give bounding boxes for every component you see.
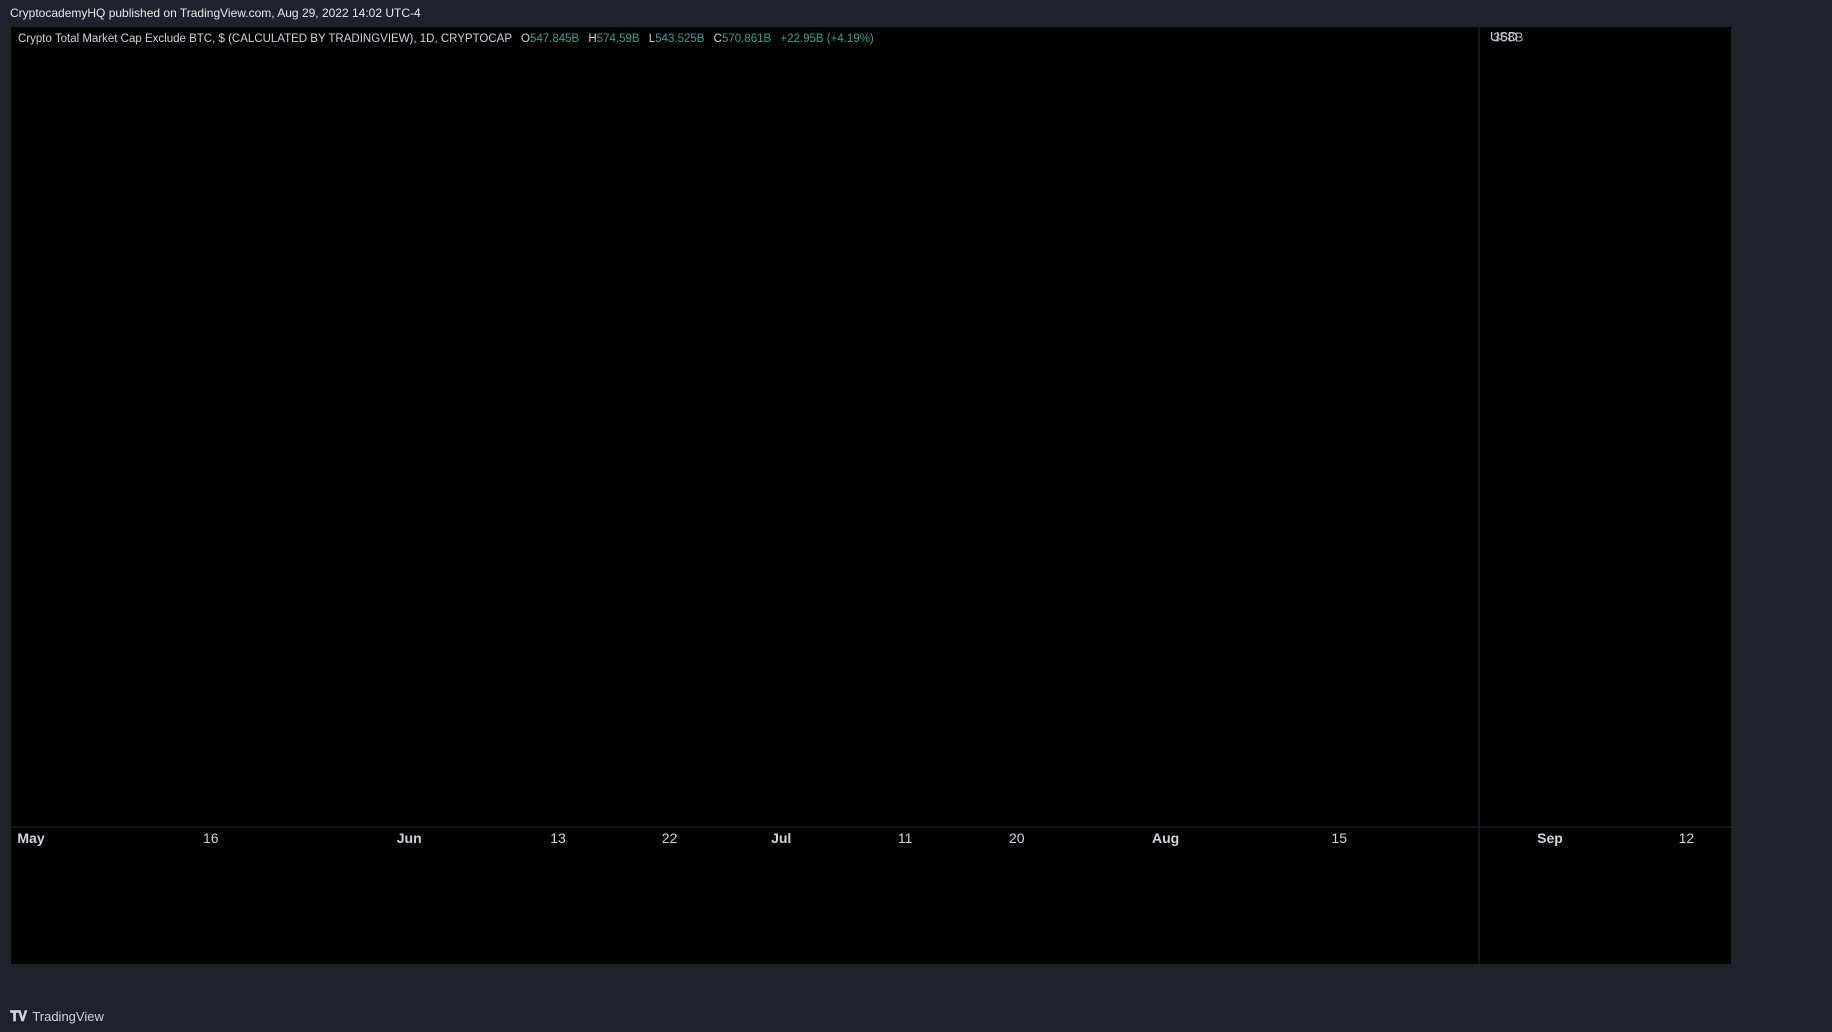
legend-change: +22.95B (+4.19%) <box>780 33 874 45</box>
time-tick-label: Jun <box>397 830 422 846</box>
time-tick-label: May <box>17 830 44 846</box>
legend-open-value: 547.845B <box>529 33 580 45</box>
price-chart[interactable]: USD850B800B760B720B680B640B600B530B500B4… <box>11 27 1731 964</box>
legend-title: Crypto Total Market Cap Exclude BTC, $ (… <box>18 33 512 45</box>
footer-brand[interactable]: TradingView <box>32 1008 104 1024</box>
time-tick-label: Jul <box>771 830 791 846</box>
price-tick-label: 384B <box>1493 27 1523 29</box>
legend-low-label: L <box>648 33 656 45</box>
legend-high-value: 574.59B <box>596 33 640 45</box>
legend-high-label: H <box>588 33 597 45</box>
legend-close-value: 570.861B <box>721 33 772 45</box>
chart-legend: Crypto Total Market Cap Exclude BTC, $ (… <box>18 33 874 45</box>
time-tick-label: Sep <box>1537 830 1563 846</box>
legend-open-label: O <box>521 33 530 45</box>
time-tick-label: 16 <box>203 830 219 846</box>
chart-frame[interactable]: USD850B800B760B720B680B640B600B530B500B4… <box>11 27 1731 964</box>
currency-label: USD <box>1490 29 1517 44</box>
grid-lines <box>11 27 1731 964</box>
time-tick-label: Aug <box>1152 830 1179 846</box>
publisher-line: CryptocademyHQ published on TradingView.… <box>10 6 421 20</box>
legend-close-label: C <box>713 33 722 45</box>
footer-bar: 𝐓𝐕 TradingView <box>0 1000 1832 1032</box>
time-tick-label: 13 <box>550 830 566 846</box>
time-tick-label: 22 <box>662 830 678 846</box>
time-tick-label: 15 <box>1331 830 1347 846</box>
publisher-bar: CryptocademyHQ published on TradingView.… <box>0 0 1832 27</box>
time-tick-label: 11 <box>898 830 913 846</box>
time-tick-label: 12 <box>1679 830 1695 846</box>
axes: USD850B800B760B720B680B640B600B530B500B4… <box>17 27 1694 846</box>
tradingview-logo-icon: 𝐓𝐕 <box>10 1007 27 1024</box>
time-tick-label: 20 <box>1009 830 1025 846</box>
legend-low-value: 543.525B <box>655 33 705 45</box>
price-tick-label: 368B <box>1493 29 1523 44</box>
